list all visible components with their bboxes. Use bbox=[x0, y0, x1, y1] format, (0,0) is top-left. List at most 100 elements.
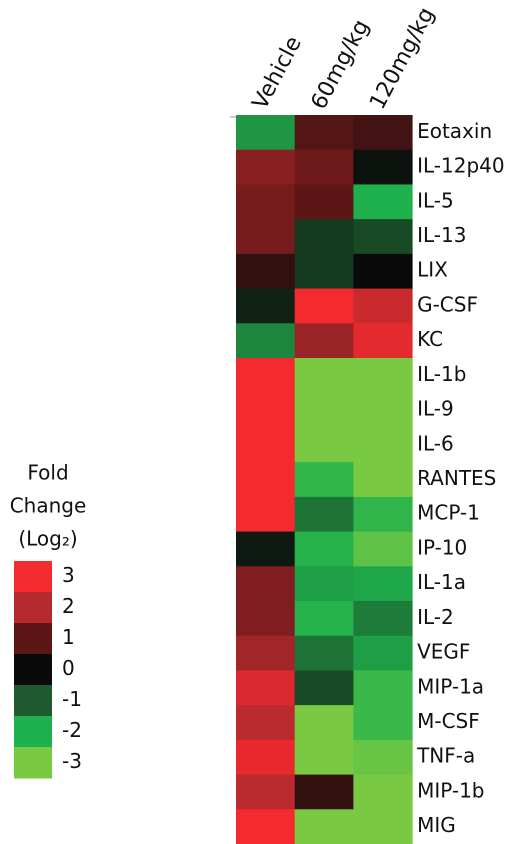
legend-label: 0 bbox=[62, 656, 75, 680]
heatmap-cell bbox=[236, 115, 296, 151]
heatmap-cell bbox=[236, 739, 296, 776]
row-label: MIP-1b bbox=[417, 778, 484, 802]
heatmap-cell bbox=[294, 774, 354, 810]
heatmap-cell bbox=[236, 496, 296, 533]
row-label: LIX bbox=[417, 258, 448, 282]
heatmap-cell bbox=[294, 635, 354, 671]
legend-label: -2 bbox=[62, 718, 82, 742]
heatmap-cell bbox=[236, 670, 296, 706]
heatmap-cell bbox=[294, 531, 354, 567]
heatmap-cell bbox=[236, 566, 296, 602]
row-label: TNF-a bbox=[416, 744, 475, 768]
heatmap-cell bbox=[236, 184, 296, 220]
legend-swatch bbox=[14, 561, 52, 593]
heatmap-cell bbox=[236, 358, 296, 394]
heatmap-cell bbox=[294, 705, 354, 741]
heatmap-cell bbox=[294, 253, 354, 290]
heatmap-cell bbox=[294, 115, 354, 151]
column-label: 120mg/kg bbox=[365, 3, 439, 113]
column-label: 60mg/kg bbox=[307, 16, 375, 114]
heatmap-cell bbox=[294, 601, 354, 637]
row-label: KC bbox=[417, 327, 443, 351]
heatmap-cell bbox=[353, 566, 413, 602]
heatmap-cell bbox=[294, 219, 354, 255]
heatmap-cell bbox=[236, 288, 296, 324]
heatmap-cell bbox=[353, 670, 413, 706]
heatmap-cell bbox=[236, 392, 296, 428]
heatmap-cell bbox=[294, 358, 354, 394]
heatmap-cell bbox=[353, 184, 413, 220]
heatmap-cell bbox=[236, 253, 296, 290]
heatmap-cell bbox=[294, 149, 354, 185]
row-label: VEGF bbox=[417, 640, 470, 664]
row-label: RANTES bbox=[417, 466, 496, 490]
row-label: IL-2 bbox=[417, 605, 454, 629]
row-label: Eotaxin bbox=[417, 119, 492, 143]
heatmap-cell bbox=[353, 149, 413, 185]
heatmap-cell bbox=[353, 462, 413, 498]
heatmap-cell bbox=[353, 531, 413, 567]
heatmap-cell bbox=[236, 219, 296, 255]
heatmap-cell bbox=[236, 531, 296, 567]
legend-label: 3 bbox=[62, 563, 75, 587]
legend-title: (Log₂) bbox=[18, 527, 77, 551]
heatmap-cell bbox=[236, 149, 296, 185]
heatmap-cell bbox=[353, 496, 413, 533]
heatmap-cell bbox=[294, 427, 354, 463]
heatmap-cell bbox=[353, 705, 413, 741]
heatmap-cell bbox=[353, 774, 413, 810]
heatmap-cell bbox=[236, 635, 296, 671]
heatmap-cell bbox=[294, 288, 354, 324]
legend-swatch bbox=[14, 716, 52, 748]
legend-swatch bbox=[14, 747, 52, 779]
legend-label: 2 bbox=[62, 594, 75, 618]
heatmap-cell bbox=[353, 253, 413, 290]
heatmap-cell bbox=[236, 809, 296, 844]
legend-label: -3 bbox=[62, 749, 82, 773]
row-label: IL-13 bbox=[417, 223, 466, 247]
heatmap-cell bbox=[353, 358, 413, 394]
legend-swatch bbox=[14, 592, 52, 624]
row-label: IL-6 bbox=[417, 431, 454, 455]
legend-title: Change bbox=[10, 494, 87, 518]
heatmap-cell bbox=[236, 601, 296, 637]
heatmap-cell bbox=[236, 774, 296, 810]
legend-swatch bbox=[14, 623, 52, 655]
heatmap-cell bbox=[294, 323, 354, 359]
heatmap-cell bbox=[353, 809, 413, 844]
row-label: IL-1a bbox=[417, 570, 466, 594]
heatmap-cell bbox=[353, 739, 413, 776]
heatmap-cell bbox=[236, 705, 296, 741]
heatmap-cell bbox=[294, 566, 354, 602]
row-label: G-CSF bbox=[417, 292, 478, 316]
heatmap-cell bbox=[294, 670, 354, 706]
heatmap-cell bbox=[236, 427, 296, 463]
heatmap-cell bbox=[294, 809, 354, 844]
row-label: IL-12p40 bbox=[417, 154, 505, 178]
heatmap-cell bbox=[294, 462, 354, 498]
heatmap-cell bbox=[353, 635, 413, 671]
heatmap-cell bbox=[353, 392, 413, 428]
row-label: M-CSF bbox=[417, 709, 480, 733]
column-label: Vehicle bbox=[248, 32, 307, 113]
heatmap-cell bbox=[353, 601, 413, 637]
heatmap-cell bbox=[236, 462, 296, 498]
legend-swatch bbox=[14, 685, 52, 717]
heatmap-cell bbox=[294, 392, 354, 428]
row-label: IP-10 bbox=[417, 535, 467, 559]
row-label: IL-9 bbox=[417, 397, 454, 421]
legend-label: -1 bbox=[62, 687, 82, 711]
legend-swatch bbox=[14, 654, 52, 686]
row-label: MCP-1 bbox=[417, 501, 480, 525]
heatmap-cell bbox=[353, 115, 413, 151]
heatmap-cell bbox=[294, 184, 354, 220]
row-label: IL-5 bbox=[417, 188, 454, 212]
heatmap-cell bbox=[353, 323, 413, 359]
row-label: MIP-1a bbox=[417, 674, 484, 698]
row-label: MIG bbox=[417, 813, 456, 837]
heatmap-cell bbox=[236, 323, 296, 359]
heatmap-cell bbox=[353, 288, 413, 324]
heatmap-cell bbox=[294, 739, 354, 776]
row-label: IL-1b bbox=[417, 362, 466, 386]
